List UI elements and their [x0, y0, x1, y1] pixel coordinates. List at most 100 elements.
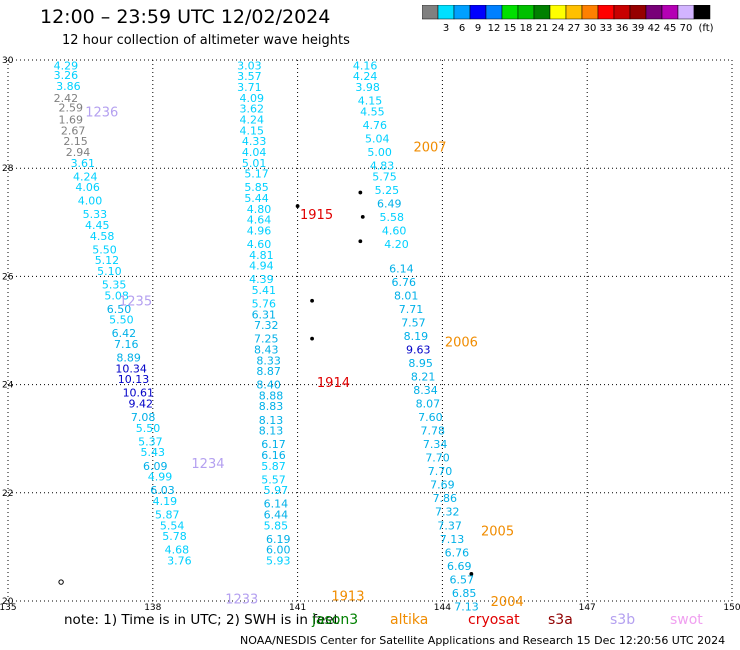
wave-height-value: 5.54	[160, 519, 185, 532]
wave-height-value: 4.94	[249, 260, 274, 273]
wave-height-value: 4.06	[75, 181, 100, 194]
page-subtitle: 12 hour collection of altimeter wave hei…	[62, 33, 350, 48]
land-marker	[358, 239, 363, 244]
wave-height-value: 5.43	[141, 446, 166, 459]
wave-height-value: 4.15	[358, 95, 383, 108]
wave-height-value: 7.13	[440, 533, 465, 546]
colorbar-label: 45	[664, 23, 677, 34]
wave-height-value: 5.87	[155, 508, 180, 521]
land-marker	[469, 572, 474, 576]
wave-height-value: 4.81	[249, 249, 274, 262]
wave-height-value: 5.17	[244, 168, 269, 181]
y-tick-label: 26	[2, 272, 14, 282]
wave-height-value: 5.44	[244, 192, 269, 205]
colorbar-legend: 3 6 9 12 15 18 21 24 27 30 33 36 39 42 45 70 (ft)	[422, 5, 714, 34]
y-tick-label: 28	[2, 164, 14, 174]
wave-height-value: 3.26	[54, 69, 79, 82]
wave-height-value: 5.78	[162, 530, 187, 543]
wave-height-value: 2.42	[54, 92, 79, 105]
wave-height-value: 4.24	[353, 70, 378, 83]
y-tick-label: 30	[2, 56, 14, 66]
wave-height-value: 5.93	[266, 554, 291, 567]
wave-height-value: 5.76	[252, 297, 277, 310]
wave-height-value: 4.24	[73, 170, 98, 183]
wave-height-value: 5.50	[136, 422, 161, 435]
colorbar-label: 15	[504, 23, 517, 34]
wave-height-value: 4.76	[363, 119, 388, 132]
wave-height-value: 8.34	[413, 384, 438, 397]
wave-height-value: 5.97	[264, 484, 289, 497]
wave-height-value: 6.69	[447, 560, 472, 573]
wave-height-value: 2.67	[61, 124, 86, 137]
land-marker	[358, 190, 363, 195]
wave-height-value: 8.83	[259, 400, 284, 413]
wave-height-value: 6.76	[392, 276, 417, 289]
wave-height-value: 6.49	[377, 197, 402, 210]
wave-height-value: 7.71	[399, 303, 424, 316]
colorbar-label: 36	[616, 23, 629, 34]
wave-height-value: 5.85	[244, 181, 269, 194]
wave-height-value: 6.14	[389, 262, 414, 275]
wave-height-value: 6.00	[266, 544, 291, 557]
wave-height-value: 7.34	[423, 438, 448, 451]
wave-height-value: 3.71	[237, 81, 262, 94]
colorbar-label: 3	[443, 23, 449, 34]
page-title: 12:00 – 23:59 UTC 12/02/2024	[40, 6, 331, 28]
wave-height-value: 4.04	[242, 146, 267, 159]
satellite-legend-s3a: s3a	[548, 612, 573, 628]
satellite-legend: jason3 altika cryosat s3a s3b swot	[0, 612, 740, 632]
wave-height-value: 7.70	[425, 452, 450, 465]
wave-height-value: 5.41	[252, 284, 277, 297]
land-marker	[58, 579, 64, 585]
wave-height-value: 5.08	[104, 289, 129, 302]
satellite-legend-altika: altika	[390, 612, 429, 628]
wave-height-value: 6.17	[261, 438, 286, 451]
wave-height-value: 6.03	[150, 484, 175, 497]
wave-height-value: 10.34	[115, 362, 147, 375]
wave-height-value: 3.57	[237, 70, 262, 83]
wave-height-value: 8.07	[416, 398, 441, 411]
wave-height-value: 5.25	[375, 184, 400, 197]
x-tick-label: 144	[434, 603, 451, 612]
pass-time-label: 2007	[413, 141, 446, 156]
wave-height-value: 6.31	[252, 308, 277, 321]
y-tick-label: 22	[2, 489, 13, 499]
wave-height-value: 6.14	[264, 498, 289, 511]
satellite-legend-jason3: jason3	[312, 612, 359, 628]
wave-height-value: 6.76	[445, 546, 470, 559]
wave-height-value: 5.12	[95, 254, 120, 267]
land-marker	[360, 214, 365, 219]
wave-height-value: 8.33	[256, 354, 281, 367]
wave-height-value: 5.37	[138, 435, 163, 448]
pass-time-label: 1234	[191, 457, 224, 472]
wave-height-value: 7.32	[435, 506, 460, 519]
wave-height-value: 2.15	[63, 135, 88, 148]
wave-height-value: 6.44	[264, 508, 289, 521]
wave-height-value: 7.70	[428, 465, 453, 478]
wave-height-value: 3.03	[237, 59, 262, 72]
wave-height-value: 8.19	[404, 330, 429, 343]
footer-note: note: 1) Time is in UTC; 2) SWH is in fe…	[64, 612, 339, 628]
land-marker	[295, 204, 300, 208]
colorbar-label: 9	[475, 23, 481, 34]
wave-height-value: 7.69	[430, 479, 455, 492]
wave-height-value: 4.96	[247, 224, 272, 237]
pass-time-label: 2004	[491, 595, 524, 610]
colorbar-label: 24	[552, 23, 565, 34]
wave-height-value: 4.16	[353, 59, 378, 72]
pass-time-label: 1233	[225, 592, 258, 607]
wave-height-value: 6.50	[107, 303, 132, 316]
wave-height-value: 7.25	[254, 333, 279, 346]
wave-height-value: 3.98	[355, 81, 380, 94]
wave-height-value: 9.42	[128, 398, 153, 411]
wave-height-value: 4.80	[247, 203, 272, 216]
wave-height-value: 4.19	[153, 495, 178, 508]
wave-height-value: 5.33	[83, 208, 108, 221]
colorbar-label: 70	[680, 23, 693, 34]
pass-time-label: 1915	[300, 208, 333, 223]
wave-height-value: 8.89	[116, 352, 141, 365]
wave-height-value: 4.45	[85, 219, 110, 232]
wave-height-value: 8.01	[394, 289, 419, 302]
wave-height-value: 2.59	[58, 102, 83, 115]
wave-height-value: 5.35	[102, 279, 127, 292]
